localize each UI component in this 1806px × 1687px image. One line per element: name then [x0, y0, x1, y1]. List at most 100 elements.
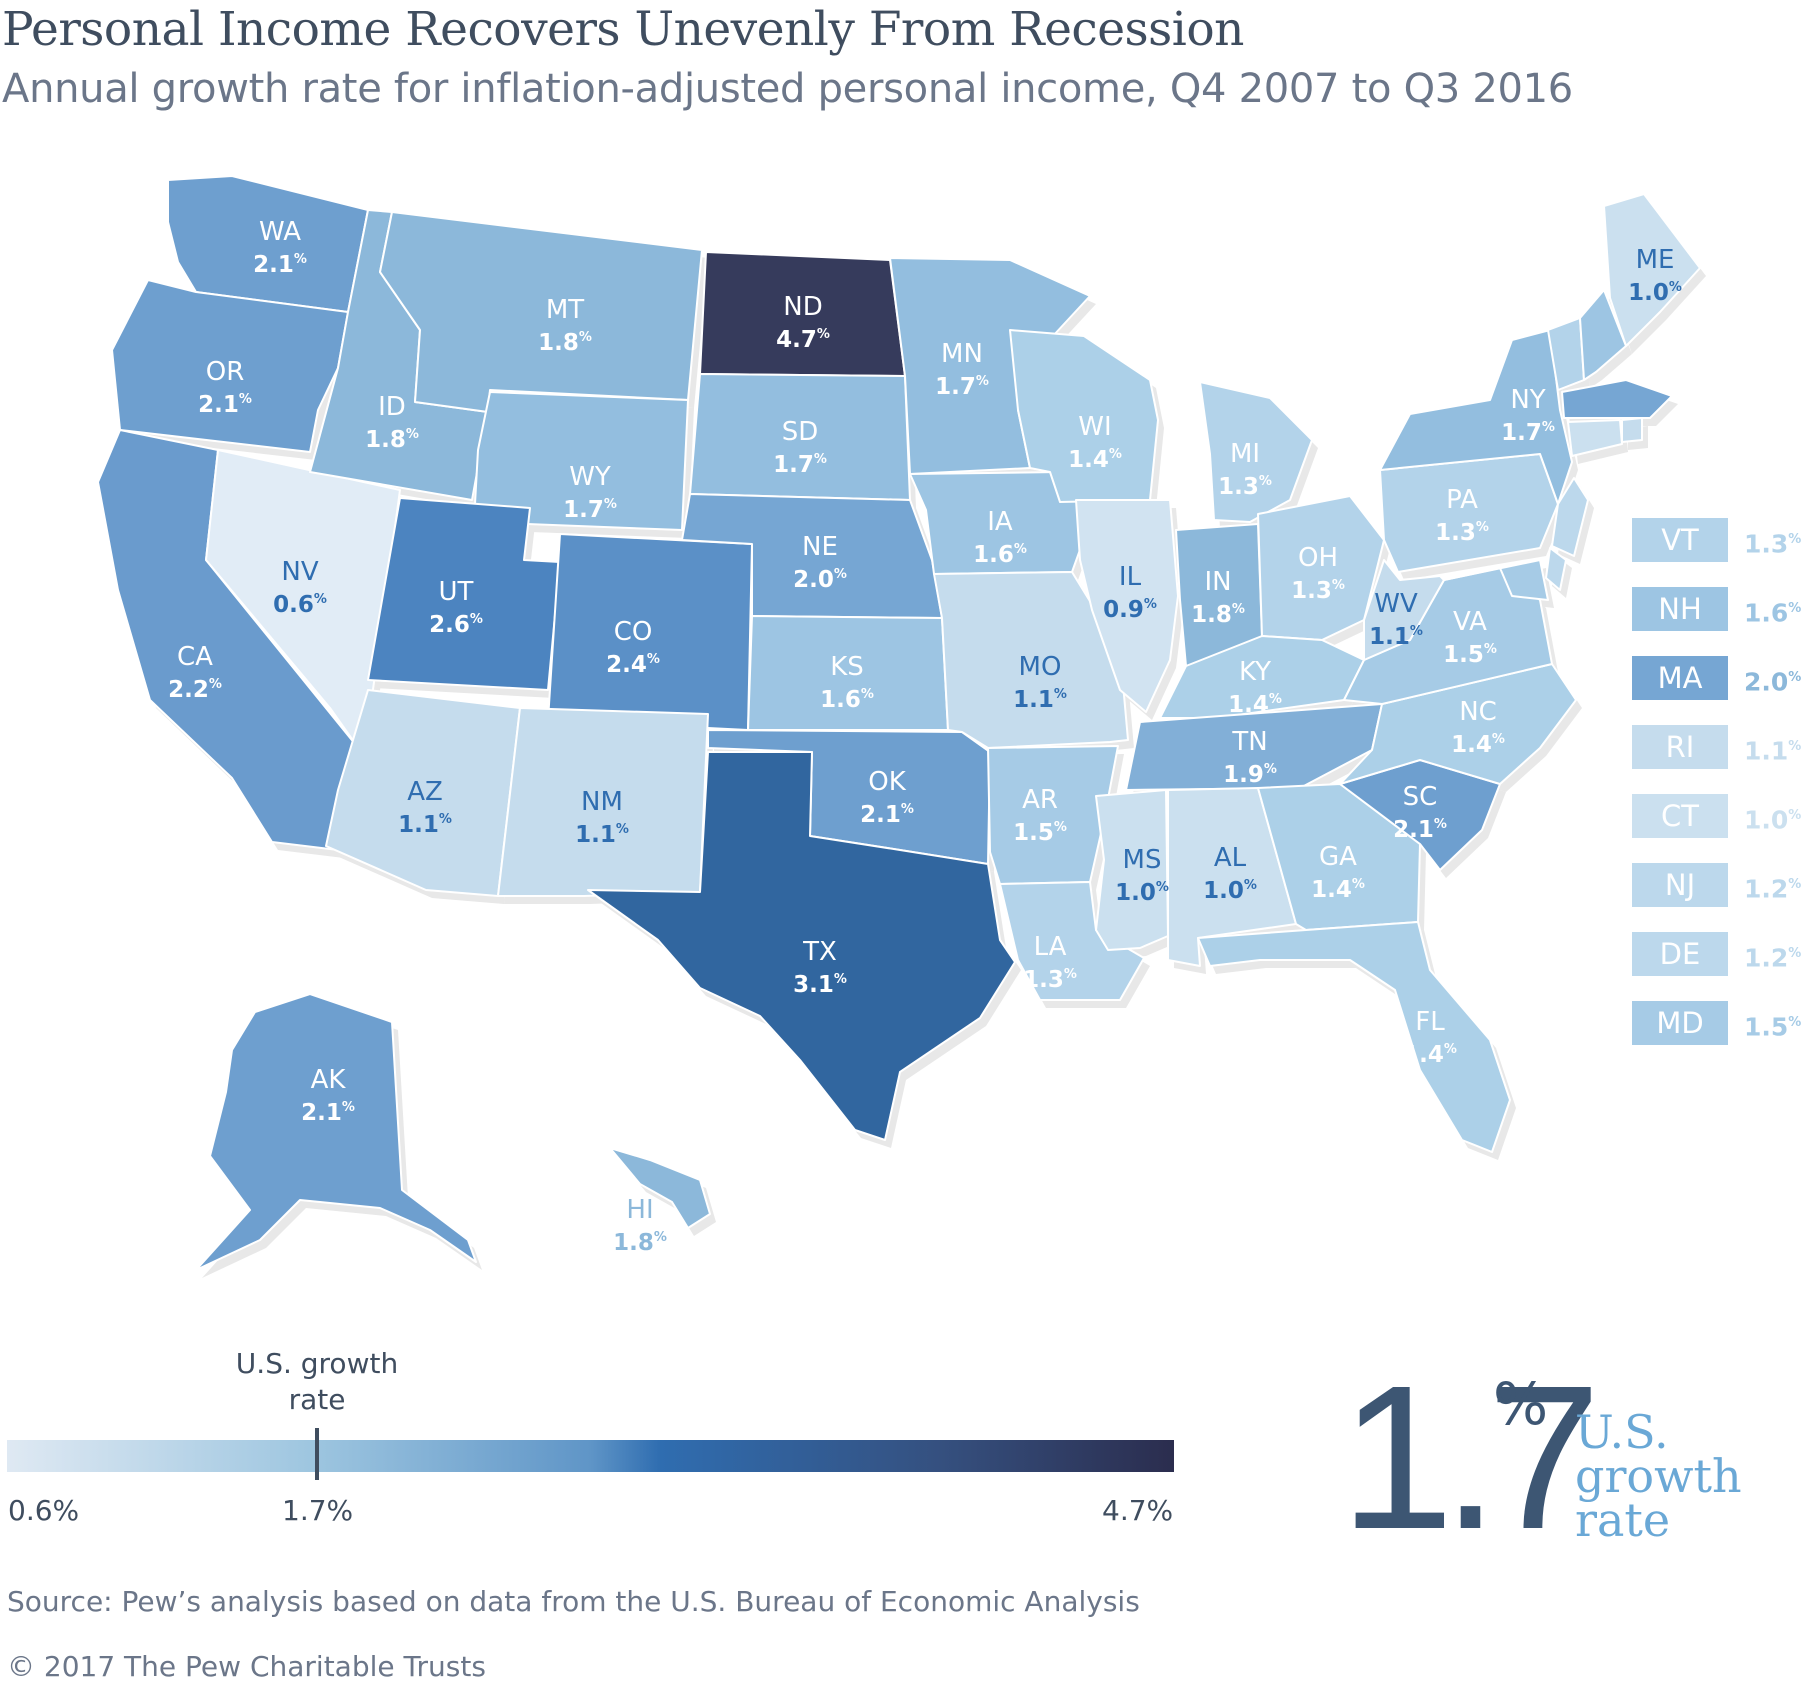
state-abbr-ca: CA	[177, 642, 213, 672]
state-tn	[1125, 703, 1383, 791]
state-value-hi: 1.8%	[613, 1230, 667, 1256]
state-la	[999, 881, 1145, 1001]
state-abbr-wa: WA	[259, 217, 301, 247]
state-ak	[195, 993, 477, 1271]
state-abbr-sc: SC	[1403, 782, 1438, 812]
state-abbr-nm: NM	[581, 787, 623, 817]
state-ri	[1621, 417, 1643, 443]
state-abbr-co: CO	[614, 617, 653, 647]
state-abbr-nd: ND	[783, 292, 822, 322]
state-abbr-nc: NC	[1459, 697, 1497, 727]
state-or	[111, 279, 349, 453]
state-abbr-wi: WI	[1078, 412, 1111, 442]
chart-title: Personal Income Recovers Unevenly From R…	[2, 2, 1244, 57]
small-state-value-ri: 1.1%	[1744, 736, 1802, 766]
state-abbr-wv: WV	[1374, 589, 1418, 619]
state-me	[1603, 193, 1701, 347]
source-note: Source: Pew’s analysis based on data fro…	[7, 1585, 1140, 1618]
copyright-note: © 2017 The Pew Charitable Trusts	[7, 1650, 486, 1683]
state-abbr-in: IN	[1204, 567, 1231, 597]
small-state-value-ct: 1.0%	[1744, 805, 1802, 835]
us-growth-percent-sign: %	[1493, 1370, 1549, 1438]
scale-mid-label: 1.7%	[282, 1494, 354, 1527]
state-abbr-ut: UT	[439, 577, 474, 607]
us-growth-marker-label: U.S. growth rate	[235, 1347, 399, 1416]
state-value-wv: 1.1%	[1369, 624, 1423, 650]
state-abbr-ga: GA	[1319, 842, 1357, 872]
small-state-value-de: 1.2%	[1744, 943, 1802, 973]
state-abbr-il: IL	[1119, 562, 1142, 592]
state-value-wi: 1.4%	[1068, 447, 1122, 473]
state-abbr-tn: TN	[1231, 727, 1267, 757]
chart-subtitle: Annual growth rate for inflation-adjuste…	[2, 66, 1573, 112]
state-ma	[1561, 379, 1673, 419]
state-value-mo: 1.1%	[1013, 687, 1067, 713]
us-growth-caption: U.S. growth rate	[1575, 1405, 1742, 1547]
state-abbr-fl: FL	[1415, 1007, 1445, 1037]
state-abbr-al: AL	[1214, 843, 1247, 873]
state-il	[1075, 499, 1179, 713]
state-abbr-ak: AK	[311, 1065, 347, 1095]
state-abbr-mi: MI	[1230, 439, 1260, 469]
small-state-box-md: MD	[1632, 1001, 1728, 1045]
state-abbr-sd: SD	[782, 417, 819, 447]
state-abbr-mt: MT	[546, 295, 584, 325]
state-abbr-hi: HI	[626, 1195, 653, 1225]
state-tx	[587, 751, 1016, 1141]
state-abbr-ny: NY	[1510, 385, 1545, 415]
state-abbr-ne: NE	[802, 532, 838, 562]
small-state-box-ma: MA	[1632, 656, 1728, 700]
small-state-box-nj: NJ	[1632, 863, 1728, 907]
state-abbr-az: AZ	[407, 777, 443, 807]
state-fl	[1197, 921, 1511, 1153]
state-nh	[1579, 289, 1627, 381]
state-abbr-ar: AR	[1022, 785, 1058, 815]
state-de	[1545, 547, 1567, 591]
small-state-box-ct: CT	[1632, 794, 1728, 838]
state-abbr-ks: KS	[830, 652, 864, 682]
state-abbr-ia: IA	[987, 507, 1013, 537]
us-growth-marker	[315, 1428, 319, 1480]
state-value-il: 0.9%	[1103, 597, 1157, 623]
state-wv	[1363, 559, 1445, 661]
state-abbr-oh: OH	[1298, 543, 1338, 573]
state-abbr-mo: MO	[1019, 652, 1062, 682]
state-abbr-ky: KY	[1239, 657, 1271, 687]
state-wy	[473, 391, 689, 531]
state-abbr-nv: NV	[281, 557, 318, 587]
state-abbr-id: ID	[378, 392, 406, 422]
state-nv	[205, 449, 401, 757]
state-abbr-tx: TX	[802, 937, 837, 967]
state-abbr-me: ME	[1636, 245, 1675, 275]
state-ct	[1567, 419, 1623, 457]
scale-min-label: 0.6%	[8, 1494, 80, 1527]
state-value-az: 1.1%	[398, 812, 452, 838]
state-abbr-or: OR	[206, 357, 245, 387]
small-state-value-nh: 1.6%	[1744, 598, 1802, 628]
small-state-value-nj: 1.2%	[1744, 874, 1802, 904]
state-ms	[1095, 789, 1169, 951]
state-abbr-wy: WY	[569, 462, 611, 492]
state-abbr-pa: PA	[1446, 485, 1478, 515]
small-state-value-ma: 2.0%	[1744, 667, 1802, 697]
small-state-box-de: DE	[1632, 932, 1728, 976]
state-abbr-la: LA	[1034, 932, 1067, 962]
small-state-value-md: 1.5%	[1744, 1012, 1802, 1042]
scale-max-label: 4.7%	[1102, 1494, 1174, 1527]
small-state-box-vt: VT	[1632, 518, 1728, 562]
state-abbr-mn: MN	[941, 339, 983, 369]
small-state-box-nh: NH	[1632, 587, 1728, 631]
state-hi	[609, 1147, 711, 1229]
color-scale-bar	[7, 1440, 1174, 1472]
state-shapes	[97, 175, 1701, 1271]
state-nj	[1551, 477, 1589, 557]
state-md	[1443, 559, 1549, 601]
small-state-value-vt: 1.3%	[1744, 529, 1802, 559]
state-mt	[379, 211, 703, 413]
small-state-box-ri: RI	[1632, 725, 1728, 769]
state-value-pa: 1.3%	[1435, 520, 1489, 546]
us-growth-number: 1.7	[1340, 1343, 1601, 1572]
state-abbr-ok: OK	[868, 767, 906, 797]
state-nc	[1339, 663, 1577, 785]
